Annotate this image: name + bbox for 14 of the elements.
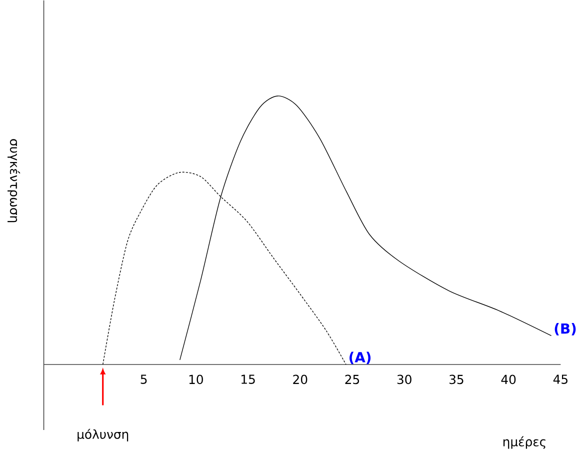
x-tick-label: 10 [189,374,203,384]
series-label: (A) [350,352,371,364]
y-axis-title: συγκέντρωση [8,139,20,222]
text: μόλυνση [78,429,128,442]
x-tick-label: 5 [140,374,147,384]
series-label: (B) [554,323,576,336]
x-axis-title: ημέρες [503,436,546,449]
x-tick-label: 30 [397,374,412,384]
x-tick-label: 15 [242,374,255,384]
x-tick-label: 40 [501,374,516,384]
x-tick-label: 35 [450,374,464,384]
x-tick-label: 25 [345,374,360,384]
x-tick-label: 20 [293,374,308,384]
x-tick-label: 45 [553,374,568,384]
